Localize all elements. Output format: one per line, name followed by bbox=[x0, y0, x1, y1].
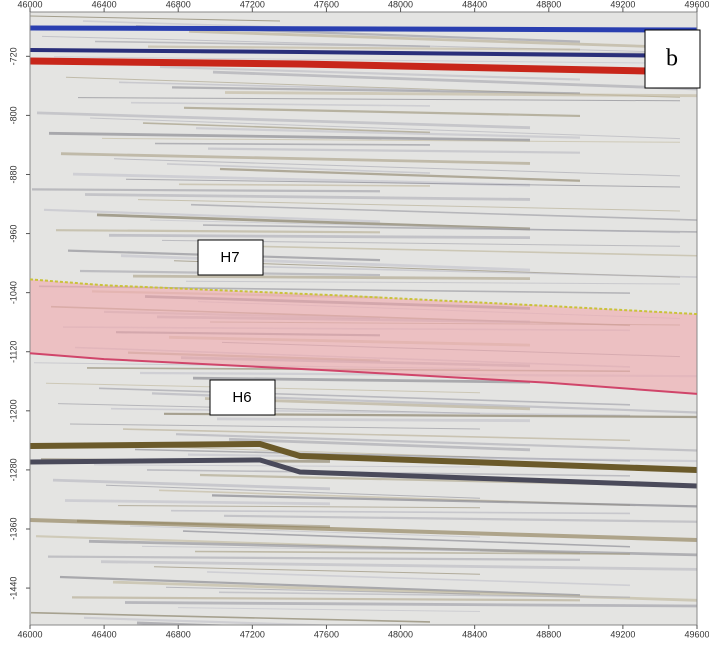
y-tick-label: -1120 bbox=[8, 341, 18, 363]
x-tick-label: 47200 bbox=[240, 0, 265, 9]
figure: b 46000 46000 46400 46400 46800 46800 47200 472… bbox=[0, 0, 709, 645]
x-tick-label: 46400 bbox=[92, 629, 117, 639]
x-tick-label: 49600 bbox=[684, 0, 709, 9]
x-tick-label: 47600 bbox=[314, 0, 339, 9]
x-tick-label: 47600 bbox=[314, 629, 339, 639]
x-tick-label: 49200 bbox=[610, 0, 635, 9]
horizon-label: H7 bbox=[220, 249, 239, 266]
horizon-label: H6 bbox=[232, 389, 251, 406]
y-tick-label: -1040 bbox=[8, 281, 18, 304]
texture-stripe bbox=[217, 419, 530, 421]
x-tick-label: 46000 bbox=[17, 0, 42, 9]
x-tick-label: 46000 bbox=[17, 629, 42, 639]
y-tick-label: -1280 bbox=[8, 458, 18, 481]
x-tick-label: 48000 bbox=[388, 629, 413, 639]
x-tick-label: 47200 bbox=[240, 629, 265, 639]
x-tick-label: 46800 bbox=[166, 0, 191, 9]
reflector bbox=[30, 28, 697, 30]
x-tick-label: 48000 bbox=[388, 0, 413, 9]
x-tick-label: 46800 bbox=[166, 629, 191, 639]
y-tick-label: -1440 bbox=[8, 577, 18, 600]
x-tick-label: 48400 bbox=[462, 629, 487, 639]
y-tick-label: -1200 bbox=[8, 399, 18, 422]
y-tick-label: -720 bbox=[8, 47, 18, 65]
x-tick-label: 46400 bbox=[92, 0, 117, 9]
y-tick-label: -880 bbox=[8, 165, 18, 183]
y-tick-label: -1360 bbox=[8, 517, 18, 540]
x-tick-label: 49600 bbox=[684, 629, 709, 639]
y-tick-label: -960 bbox=[8, 225, 18, 243]
y-tick-label: -800 bbox=[8, 106, 18, 124]
panel-label: b bbox=[666, 46, 678, 72]
x-tick-label: 48800 bbox=[536, 0, 561, 9]
x-tick-label: 48400 bbox=[462, 0, 487, 9]
x-tick-label: 48800 bbox=[536, 629, 561, 639]
x-tick-label: 49200 bbox=[610, 629, 635, 639]
